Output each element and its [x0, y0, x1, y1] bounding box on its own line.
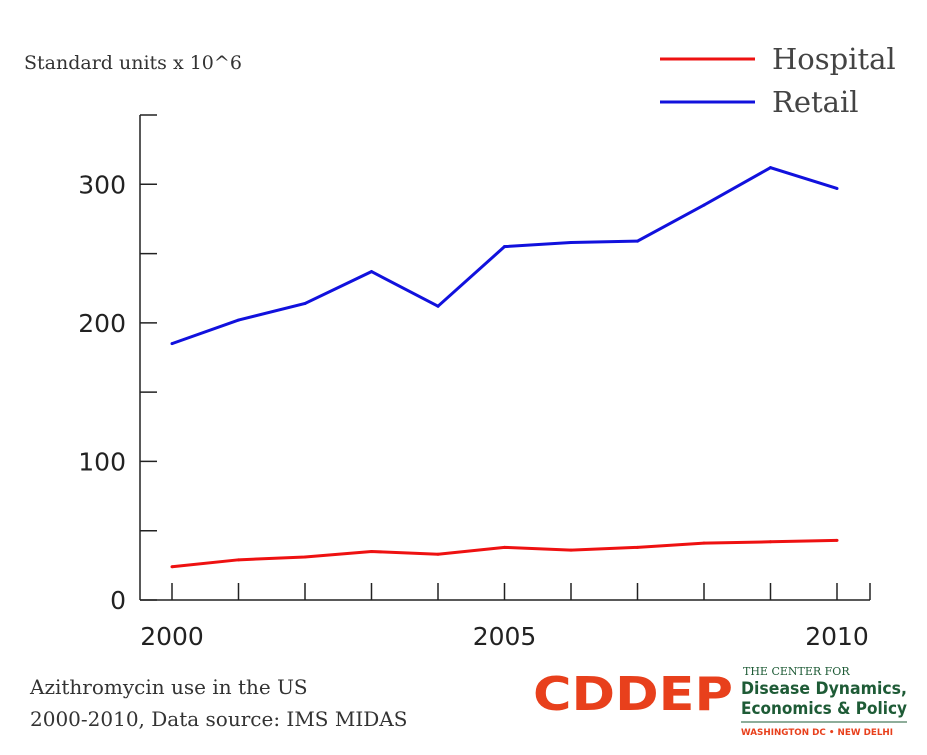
y-axis-ticks: 0 100 200 300	[78, 114, 157, 615]
logo-tagline-3: Economics & Policy	[741, 699, 907, 719]
data-point-retail	[237, 318, 240, 322]
data-point-hospital	[569, 548, 573, 552]
cddep-logo: CDDEP THE CENTER FOR Disease Dynamics, E…	[533, 665, 907, 738]
data-point-hospital	[835, 538, 839, 542]
data-point-retail	[636, 239, 639, 243]
series-line-retail	[171, 166, 838, 346]
y-tick-label: 100	[78, 447, 126, 476]
data-point-retail	[835, 186, 839, 190]
legend-label-retail: Retail	[772, 85, 859, 119]
data-point-retail	[170, 342, 174, 346]
caption-line-2: 2000-2010, Data source: IMS MIDAS	[30, 707, 407, 731]
data-point-hospital	[636, 545, 639, 549]
data-point-hospital	[702, 541, 706, 545]
legend-label-hospital: Hospital	[772, 42, 896, 76]
x-tick-label: 2000	[140, 622, 204, 651]
series-group	[170, 166, 839, 569]
data-point-retail	[702, 203, 706, 207]
legend: Hospital Retail	[660, 42, 896, 119]
series-line-hospital	[171, 538, 838, 569]
logo-locations: WASHINGTON DC • NEW DELHI	[741, 728, 893, 738]
logo-tagline-2: Disease Dynamics,	[741, 679, 907, 699]
data-point-hospital	[769, 540, 772, 544]
data-point-hospital	[503, 545, 506, 549]
data-point-retail	[436, 304, 440, 308]
y-axis-label: Standard units x 10^6	[24, 52, 242, 74]
caption-line-1: Azithromycin use in the US	[29, 675, 308, 699]
x-tick-label: 2005	[473, 622, 537, 651]
data-point-retail	[769, 166, 772, 170]
data-point-hospital	[370, 550, 373, 553]
data-point-hospital	[170, 565, 174, 569]
y-tick-label: 0	[110, 586, 126, 615]
logo-tagline-1: THE CENTER FOR	[743, 665, 850, 678]
data-point-retail	[503, 245, 506, 249]
data-point-retail	[569, 240, 573, 244]
data-point-hospital	[303, 555, 307, 559]
data-point-retail	[370, 270, 373, 274]
y-tick-label: 300	[78, 170, 126, 199]
x-axis-ticks: 2000 2005 2010	[140, 583, 871, 651]
y-tick-label: 200	[78, 309, 126, 338]
logo-acronym: CDDEP	[533, 667, 733, 721]
x-tick-label: 2010	[805, 622, 869, 651]
data-point-hospital	[436, 552, 440, 556]
data-point-hospital	[237, 558, 240, 562]
data-point-retail	[303, 301, 307, 305]
